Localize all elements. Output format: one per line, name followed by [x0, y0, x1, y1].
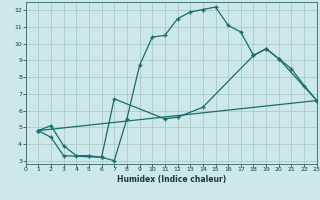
X-axis label: Humidex (Indice chaleur): Humidex (Indice chaleur) — [116, 175, 226, 184]
